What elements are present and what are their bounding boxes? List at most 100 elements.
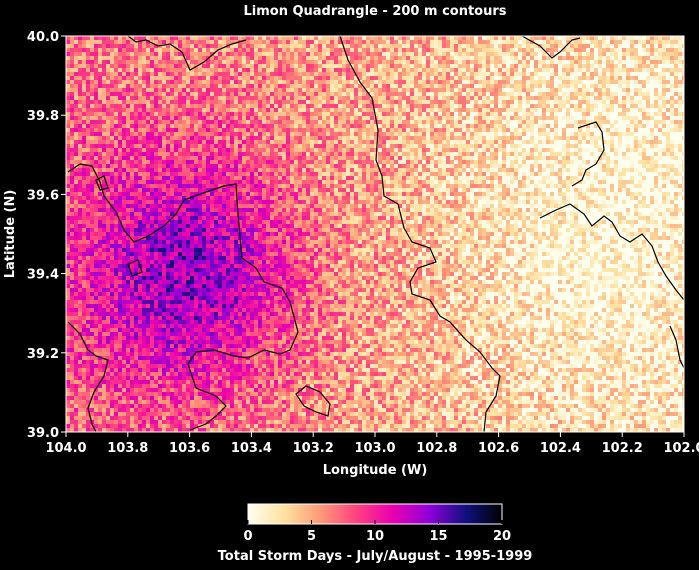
heatmap-cell [602, 84, 606, 88]
heatmap-cell [170, 100, 174, 104]
heatmap-cell [466, 84, 470, 88]
heatmap-cell [574, 100, 578, 104]
heatmap-cell [346, 76, 350, 80]
heatmap-cell [202, 108, 206, 112]
heatmap-cell [378, 60, 382, 64]
heatmap-cell [226, 40, 230, 44]
heatmap-cell [606, 44, 610, 48]
heatmap-cell [166, 116, 170, 120]
heatmap-cell [194, 144, 198, 148]
heatmap-cell [122, 156, 126, 160]
heatmap-cell [242, 84, 246, 88]
heatmap-cell [554, 132, 558, 136]
heatmap-cell [298, 60, 302, 64]
heatmap-cell [418, 60, 422, 64]
heatmap-cell [146, 156, 150, 160]
heatmap-cell [310, 156, 314, 160]
heatmap-cell [142, 128, 146, 132]
heatmap-cell [234, 152, 238, 156]
heatmap-cell [322, 80, 326, 84]
heatmap-cell [490, 160, 494, 164]
heatmap-cell [242, 148, 246, 152]
heatmap-cell [278, 144, 282, 148]
heatmap-cell [410, 72, 414, 76]
heatmap-cell [570, 144, 574, 148]
heatmap-cell [378, 36, 382, 40]
heatmap-cell [382, 72, 386, 76]
heatmap-cell [230, 124, 234, 128]
heatmap-cell [126, 120, 130, 124]
heatmap-cell [90, 80, 94, 84]
heatmap-cell [562, 96, 566, 100]
heatmap-cell [530, 96, 534, 100]
heatmap-cell [422, 104, 426, 108]
heatmap-cell [458, 96, 462, 100]
heatmap-cell [646, 104, 650, 108]
heatmap-cell [170, 96, 174, 100]
heatmap-cell [210, 124, 214, 128]
heatmap-cell [542, 56, 546, 60]
heatmap-cell [510, 132, 514, 136]
heatmap-cell [474, 144, 478, 148]
heatmap-cell [514, 64, 518, 68]
heatmap-cell [618, 64, 622, 68]
heatmap-cell [526, 44, 530, 48]
heatmap-cell [242, 124, 246, 128]
heatmap-cell [330, 116, 334, 120]
heatmap-cell [430, 136, 434, 140]
heatmap-cell [326, 108, 330, 112]
heatmap-cell [454, 132, 458, 136]
heatmap-cell [454, 156, 458, 160]
heatmap-cell [586, 152, 590, 156]
heatmap-cell [70, 140, 74, 144]
heatmap-cell [470, 112, 474, 116]
heatmap-cell [274, 144, 278, 148]
heatmap-cell [466, 140, 470, 144]
heatmap-cell [574, 72, 578, 76]
heatmap-cell [558, 144, 562, 148]
heatmap-cell [170, 132, 174, 136]
heatmap-cell [218, 88, 222, 92]
heatmap-cell [134, 128, 138, 132]
heatmap-cell [386, 108, 390, 112]
heatmap-cell [202, 84, 206, 88]
heatmap-cell [506, 96, 510, 100]
heatmap-cell [154, 92, 158, 96]
heatmap-cell [118, 112, 122, 116]
heatmap-cell [194, 88, 198, 92]
heatmap-cell [662, 84, 666, 88]
heatmap-cell [598, 40, 602, 44]
heatmap-cell [666, 92, 670, 96]
heatmap-cell [486, 84, 490, 88]
heatmap-cell [386, 60, 390, 64]
heatmap-cell [614, 160, 618, 164]
heatmap-cell [502, 80, 506, 84]
heatmap-cell [462, 120, 466, 124]
heatmap-cell [258, 64, 262, 68]
heatmap-cell [558, 124, 562, 128]
heatmap-cell [670, 100, 674, 104]
heatmap-cell [178, 128, 182, 132]
heatmap-cell [194, 100, 198, 104]
heatmap-cell [594, 140, 598, 144]
heatmap-cell [434, 36, 438, 40]
heatmap-cell [670, 72, 674, 76]
heatmap-cell [638, 56, 642, 60]
heatmap-cell [674, 104, 678, 108]
heatmap-cell [106, 88, 110, 92]
heatmap-cell [202, 68, 206, 72]
heatmap-cell [498, 144, 502, 148]
heatmap-cell [346, 88, 350, 92]
heatmap-cell [234, 148, 238, 152]
heatmap-cell [510, 68, 514, 72]
heatmap-cell [482, 92, 486, 96]
heatmap-cell [362, 124, 366, 128]
heatmap-cell [546, 144, 550, 148]
heatmap-cell [414, 144, 418, 148]
heatmap-cell [602, 108, 606, 112]
heatmap-cell [422, 44, 426, 48]
heatmap-cell [262, 124, 266, 128]
heatmap-cell [186, 76, 190, 80]
heatmap-cell [154, 40, 158, 44]
heatmap-cell [578, 84, 582, 88]
